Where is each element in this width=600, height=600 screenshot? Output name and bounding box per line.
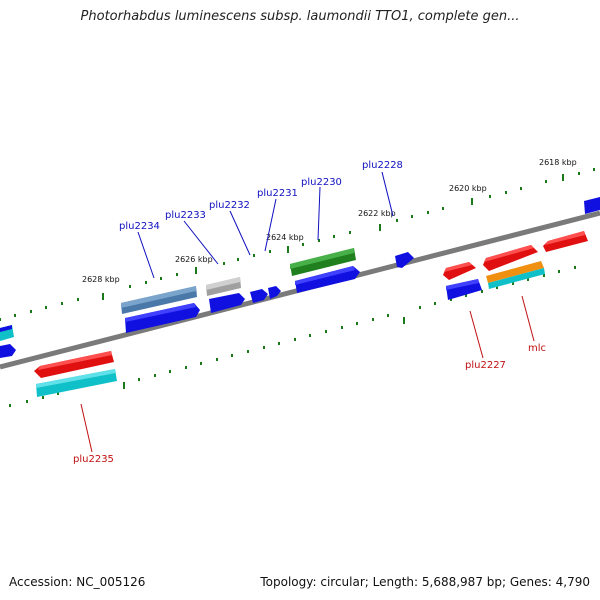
- accession-label: Accession: NC_005126: [9, 575, 146, 589]
- gene-blue-feature[interactable]: [209, 293, 245, 313]
- callout-lines: [80, 171, 535, 453]
- gene-blue-feature[interactable]: [268, 286, 281, 299]
- tick-label: 2628 kbp: [82, 275, 120, 284]
- gene-red-feature[interactable]: [483, 245, 538, 271]
- upper-tick-row: [0, 168, 595, 321]
- gene-cyan-feature[interactable]: [0, 325, 14, 341]
- gene-label-mlc[interactable]: mlc: [528, 343, 546, 354]
- gene-label-plu2235[interactable]: plu2235: [73, 454, 114, 465]
- map-title: Photorhabdus luminescens subsp. laumondi…: [80, 9, 520, 24]
- gene-label-plu2228[interactable]: plu2228: [362, 160, 403, 171]
- tick-label: 2622 kbp: [358, 209, 396, 218]
- genome-summary-label: Topology: circular; Length: 5,688,987 bp…: [260, 575, 590, 589]
- gene-plu2228-feature[interactable]: [395, 252, 414, 268]
- tick-label: 2620 kbp: [449, 184, 487, 193]
- tick-label: 2626 kbp: [175, 255, 213, 264]
- gene-blue-feature[interactable]: [446, 279, 482, 300]
- gene-plu2231-feature[interactable]: [250, 289, 268, 303]
- tick-label: 2624 kbp: [266, 233, 304, 242]
- gene-plu2230-feature[interactable]: [290, 248, 356, 276]
- gene-blue-feature[interactable]: [125, 303, 200, 333]
- gene-blue-feature[interactable]: [0, 344, 16, 358]
- gene-label-plu2231[interactable]: plu2231: [257, 188, 298, 199]
- gene-label-plu2227[interactable]: plu2227: [465, 360, 506, 371]
- gene-label-plu2230[interactable]: plu2230: [301, 177, 342, 188]
- gene-plu2232-feature[interactable]: [206, 277, 241, 296]
- gene-label-plu2233[interactable]: plu2233: [165, 210, 206, 221]
- gene-plu2235-feature[interactable]: [34, 351, 114, 378]
- gene-cyan-feature[interactable]: [36, 369, 117, 397]
- gene-mlc-feature[interactable]: [486, 261, 545, 289]
- gene-blue-feature[interactable]: [584, 197, 600, 214]
- gene-plu2234-feature[interactable]: [121, 286, 197, 314]
- gene-plu2227-red-feature[interactable]: [443, 262, 476, 280]
- gene-label-plu2234[interactable]: plu2234: [119, 221, 160, 232]
- gene-red-feature[interactable]: [543, 231, 588, 252]
- gene-label-plu2232[interactable]: plu2232: [209, 200, 250, 211]
- tick-label: 2618 kbp: [539, 158, 577, 167]
- gene-blue-feature[interactable]: [295, 266, 360, 293]
